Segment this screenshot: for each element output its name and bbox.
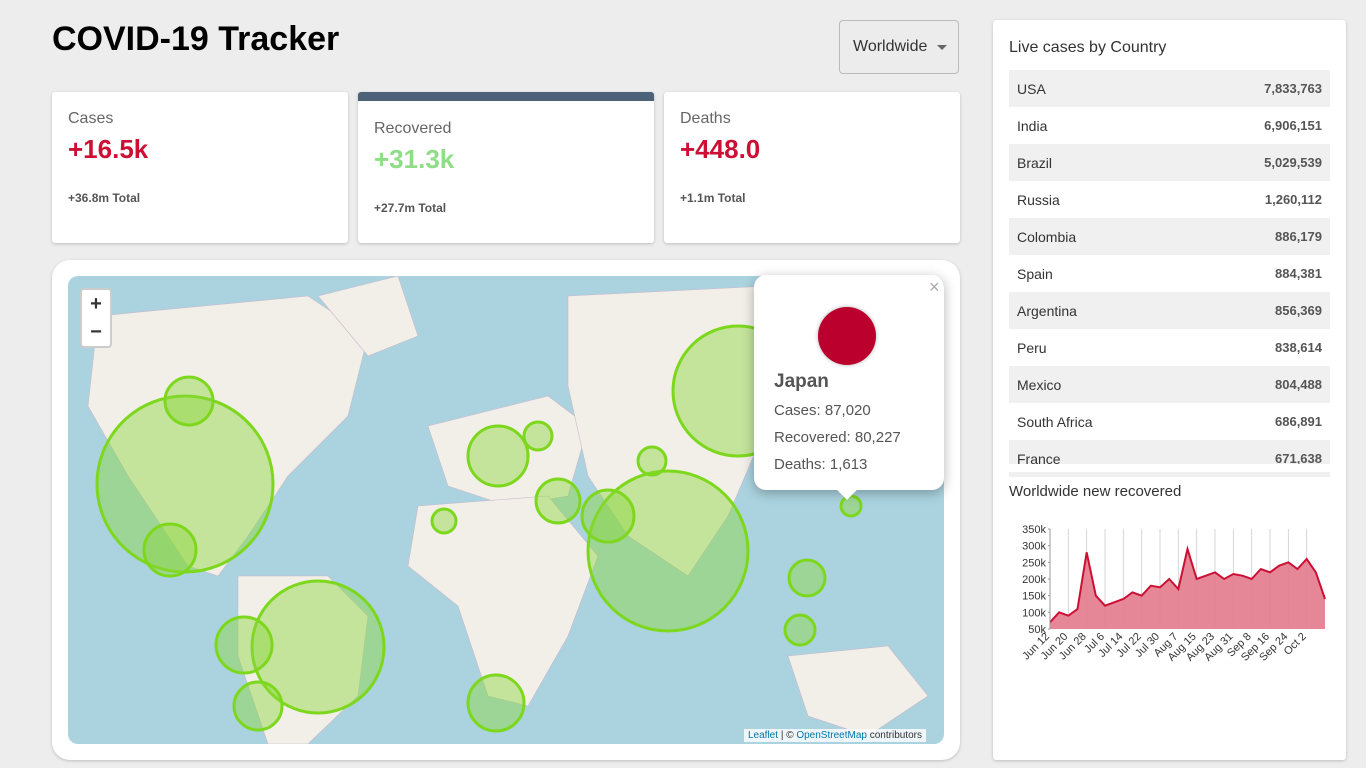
stat-card[interactable]: Deaths +448.0 +1.1m Total	[664, 92, 960, 243]
stat-total: +36.8m Total	[68, 191, 141, 205]
country-cases: 804,488	[1275, 377, 1322, 392]
popup-line: Deaths: 1,613	[774, 456, 868, 473]
y-tick-label: 250k	[1022, 557, 1046, 569]
country-name: Peru	[1017, 339, 1047, 356]
country-name: Argentina	[1017, 302, 1077, 319]
table-title: Live cases by Country	[1009, 39, 1167, 56]
stat-total: +1.1m Total	[680, 191, 746, 205]
country-cases: 6,906,151	[1264, 118, 1322, 133]
stat-label: Deaths	[680, 110, 731, 127]
country-name: France	[1017, 450, 1061, 467]
osm-link[interactable]: OpenStreetMap	[796, 730, 867, 741]
stat-card[interactable]: Cases +16.5k +36.8m Total	[52, 92, 348, 243]
stat-card[interactable]: Recovered +31.3k +27.7m Total	[358, 92, 654, 243]
attribution-text: contributors	[869, 730, 922, 741]
table-row: India 6,906,151	[1009, 107, 1330, 144]
country-name: Spain	[1017, 265, 1053, 282]
country-cases: 886,179	[1275, 229, 1322, 244]
country-name: Russia	[1017, 191, 1060, 208]
country-cases: 838,614	[1275, 340, 1322, 355]
popup-line: Recovered: 80,227	[774, 429, 901, 446]
country-cases: 686,891	[1275, 414, 1322, 429]
country-cases: 856,369	[1275, 303, 1322, 318]
popup-close[interactable]: ×	[929, 277, 940, 297]
table-row: Argentina 856,369	[1009, 292, 1330, 329]
table-row: Brazil 5,029,539	[1009, 144, 1330, 181]
map-popup: × Japan Cases: 87,020 Recovered: 80,227 …	[754, 275, 944, 500]
stat-today: +31.3k	[374, 144, 455, 174]
zoom-out[interactable]: −	[80, 318, 112, 348]
country-cases: 7,833,763	[1264, 81, 1322, 96]
country-cases: 5,029,539	[1264, 155, 1322, 170]
attribution: Leaflet | © OpenStreetMap contributors	[744, 729, 926, 742]
leaflet-link[interactable]: Leaflet	[748, 730, 779, 741]
stat-label: Recovered	[374, 120, 452, 137]
attribution-text: | ©	[780, 730, 794, 741]
stat-today: +16.5k	[68, 134, 149, 164]
table-row: Russia 1,260,112	[1009, 181, 1330, 218]
table-row: South Africa 686,891	[1009, 403, 1330, 440]
table-row: Spain 884,381	[1009, 255, 1330, 292]
chart-title: Worldwide new recovered	[1009, 483, 1182, 500]
country-name: Colombia	[1017, 228, 1077, 245]
y-tick-label: 100k	[1022, 607, 1046, 619]
area	[1050, 549, 1325, 629]
country-cases: 671,638	[1275, 451, 1322, 466]
table-row: USA 7,833,763	[1009, 70, 1330, 107]
y-tick-label: 300k	[1022, 541, 1046, 553]
y-tick-label: 350k	[1022, 524, 1046, 536]
country-name: South Africa	[1017, 413, 1093, 430]
popup-line: Cases: 87,020	[774, 402, 871, 419]
side-panel: Live cases by Country Worldwide new reco…	[993, 20, 1346, 760]
zoom-in[interactable]: +	[80, 288, 112, 319]
country-name: Mexico	[1017, 376, 1062, 393]
table-row: Mexico 804,488	[1009, 366, 1330, 403]
map[interactable]	[68, 276, 944, 744]
y-tick-label: 150k	[1022, 591, 1046, 603]
stat-total: +27.7m Total	[374, 201, 447, 215]
popup-name: Japan	[774, 371, 829, 392]
y-tick-label: 50k	[1028, 624, 1046, 636]
page-title: COVID-19 Tracker	[52, 20, 340, 58]
stat-label: Cases	[68, 110, 114, 127]
line	[1049, 545, 1326, 624]
country-cases: 884,381	[1275, 266, 1322, 281]
scroll-edge	[1009, 464, 1330, 472]
table-row: Peru 838,614	[1009, 329, 1330, 366]
flag	[818, 307, 876, 365]
country-dropdown[interactable]: Worldwide	[839, 20, 959, 74]
country-name: USA	[1017, 80, 1046, 97]
country-cases: 1,260,112	[1264, 192, 1322, 207]
y-tick-label: 200k	[1022, 574, 1046, 586]
table-row: Colombia 886,179	[1009, 218, 1330, 255]
stat-today: +448.0	[680, 134, 761, 164]
country-name: India	[1017, 117, 1048, 134]
country-name: Brazil	[1017, 154, 1053, 171]
